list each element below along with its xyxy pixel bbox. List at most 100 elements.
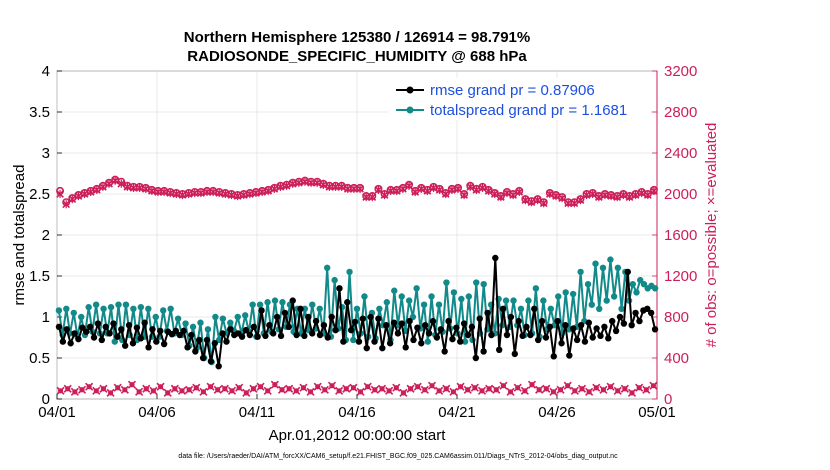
rmse-point — [110, 320, 117, 327]
obs-bottom-cross-b — [470, 383, 479, 392]
obs-bottom-cross-b — [363, 382, 372, 391]
obs-evaluated-point — [552, 191, 560, 201]
rmse-point — [238, 333, 246, 340]
x-axis-label: Apr.01,2012 00:00:00 start — [269, 427, 447, 444]
rmse-point — [363, 344, 370, 352]
obs-bottom-point — [456, 382, 465, 391]
totalspread-point — [473, 279, 480, 286]
obs-bottom-cross-b — [642, 385, 651, 394]
rmse-point — [250, 323, 257, 331]
obs-bottom-cross-b — [392, 383, 401, 392]
obs-bottom-cross-b — [156, 382, 165, 391]
rmse-point — [199, 354, 207, 362]
totalspread-point — [577, 268, 584, 276]
rmse-point — [344, 299, 351, 306]
obs-evaluated-point — [209, 187, 217, 197]
obs-evaluated-point — [190, 188, 199, 198]
obs-bottom-cross-b — [263, 386, 272, 395]
obs-bottom-point — [242, 388, 251, 397]
obs-bottom-cross-b — [427, 381, 437, 390]
obs-bottom-point — [327, 381, 337, 390]
obs-bottom-cross-b — [135, 387, 144, 396]
obs-bottom-point — [420, 385, 429, 394]
obs-bottom-cross-b — [249, 384, 258, 393]
rmse-point — [94, 320, 102, 327]
y-left-tick-label: 3.5 — [29, 104, 50, 121]
obs-bottom-point — [435, 386, 444, 395]
obs-bottom-cross-b — [242, 388, 251, 397]
totalspread-point — [435, 301, 443, 308]
obs-bottom-point — [277, 385, 287, 394]
rmse-point — [429, 317, 437, 325]
obs-bottom-point — [299, 383, 308, 392]
obs-evaluated-point — [539, 199, 548, 208]
obs-bottom-point — [413, 382, 422, 391]
y-left-tick-label: 0.5 — [29, 350, 50, 367]
obs-bottom-point — [599, 385, 608, 394]
totalspread-point — [219, 315, 227, 322]
rmse-point — [351, 318, 359, 326]
obs-bottom-point — [263, 386, 272, 395]
rmse-point — [421, 322, 429, 329]
rmse-point — [577, 322, 585, 329]
rmse-point — [305, 313, 312, 321]
obs-evaluated-point — [441, 189, 450, 199]
y-right-tick-label: 800 — [664, 309, 689, 326]
obs-bottom-point — [585, 387, 594, 396]
rmse-point — [145, 344, 152, 351]
obs-bottom-cross-b — [227, 386, 237, 395]
obs-bottom-cross-b — [220, 384, 229, 393]
obs-bottom-cross-b — [106, 388, 115, 397]
totalspread-point — [227, 319, 234, 326]
rmse-point — [106, 330, 113, 337]
rmse-point — [410, 336, 417, 344]
obs-bottom-cross-b — [370, 385, 379, 394]
totalspread-point — [167, 305, 174, 312]
rmse-point — [499, 305, 507, 312]
totalspread-point — [618, 305, 625, 312]
y-axis-left-ticks: 0 0.5 1 1.5 2 2.5 3 3.5 4 — [29, 63, 62, 408]
obs-bottom-point — [349, 383, 358, 392]
totalspread-point — [271, 297, 279, 304]
obs-bottom-cross-b — [506, 387, 515, 396]
obs-bottom-cross-b — [199, 387, 208, 396]
obs-evaluated-point — [478, 183, 487, 192]
obs-evaluated-point — [570, 199, 579, 208]
rmse-point — [519, 332, 526, 340]
totalspread-point — [614, 264, 622, 271]
totalspread-point — [309, 301, 316, 308]
obs-evaluated-point — [594, 192, 603, 202]
y-axis-right-ticks: 0 400 800 1200 1600 2000 2400 2800 3200 — [652, 63, 697, 408]
obs-evaluated-point — [558, 194, 566, 203]
rmse-point — [589, 334, 596, 341]
obs-evaluated-point — [521, 196, 530, 205]
obs-bottom-cross-b — [213, 385, 222, 394]
totalspread-point — [160, 307, 167, 314]
rmse-point — [340, 338, 347, 345]
obs-bottom-cross-b — [320, 385, 329, 394]
obs-evaluated-point — [490, 189, 499, 199]
rmse-point — [153, 338, 160, 345]
rmse-point — [496, 346, 503, 353]
obs-evaluated-point — [374, 185, 383, 194]
obs-bottom-cross-b — [585, 387, 594, 396]
obs-bottom-point — [206, 382, 215, 391]
rmse-point — [503, 331, 511, 339]
obs-bottom-point — [642, 385, 651, 394]
obs-bottom-cross-b — [292, 386, 301, 395]
rmse-point — [464, 331, 472, 339]
rmse-point — [624, 268, 631, 276]
obs-bottom-cross-b — [70, 387, 79, 396]
rmse-point — [297, 305, 304, 312]
obs-evaluated-point — [245, 189, 254, 199]
totalspread-point — [115, 301, 122, 308]
totalspread-point — [480, 281, 487, 288]
obs-bottom-cross-b — [535, 385, 544, 394]
rmse-point — [453, 324, 460, 331]
obs-bottom-point — [335, 386, 344, 395]
rmse-point — [632, 309, 639, 317]
rmse-point — [492, 254, 499, 262]
obs-bottom-point — [270, 380, 279, 389]
obs-evaluated-point — [184, 189, 193, 199]
rmse-point — [457, 338, 464, 345]
